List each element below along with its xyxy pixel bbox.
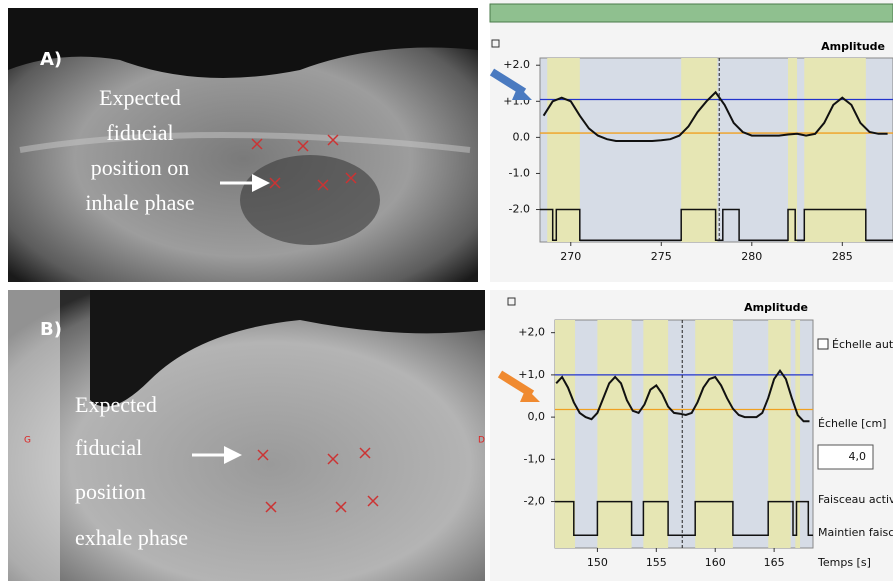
caption-line: Expected [99, 85, 181, 110]
y-tick-label: 0.0 [513, 130, 531, 143]
caption-line: Expected [75, 392, 157, 417]
caption-line: inhale phase [85, 190, 194, 215]
side-marker: G [24, 436, 31, 446]
y-tick-label: -2,0 [524, 495, 545, 508]
x-tick-label: 280 [741, 250, 762, 263]
panel-label: A) [40, 49, 62, 70]
caption-line: position [75, 479, 146, 504]
x-tick-label: 160 [705, 556, 726, 569]
chart-title: Amplitude [821, 40, 885, 53]
caption-line: fiducial [75, 435, 142, 460]
gating-band [555, 320, 575, 548]
x-tick-label: 275 [651, 250, 672, 263]
side-marker: D [478, 436, 485, 446]
trace-label: Faisceau activé [818, 493, 893, 506]
x-tick-label: 285 [832, 250, 853, 263]
y-tick-label: -1.0 [509, 166, 530, 179]
x-tick-label: 155 [646, 556, 667, 569]
caption-line: position on [91, 155, 189, 180]
x-tick-label: 270 [560, 250, 581, 263]
y-tick-label: +2,0 [518, 326, 545, 339]
xray-exhale: B) G D Expected fiducial position exhale… [8, 290, 485, 581]
gating-band [804, 58, 866, 242]
y-tick-label: -2.0 [509, 203, 530, 216]
chart-title: Amplitude [744, 301, 808, 314]
x-axis-label: Temps [s] [817, 556, 871, 569]
xray-inhale: A) Expected fiducial position on inhale … [8, 8, 478, 282]
trace-label: Maintien faisceau [818, 526, 893, 539]
x-tick-label: 165 [764, 556, 785, 569]
screenshot: A) Expected fiducial position on inhale … [0, 0, 893, 581]
gating-band [643, 320, 668, 548]
y-tick-label: -1,0 [524, 452, 545, 465]
gating-band [681, 58, 717, 242]
checkbox[interactable] [818, 339, 828, 349]
gating-band [597, 320, 631, 548]
checkbox-label: Échelle auto [832, 338, 893, 351]
y-tick-label: +1,0 [518, 368, 545, 381]
y-tick-label: 0,0 [528, 410, 546, 423]
y-tick-label: +2.0 [503, 58, 530, 71]
scale-value: 4,0 [849, 450, 867, 463]
x-tick-label: 150 [587, 556, 608, 569]
gating-band [768, 320, 790, 548]
timeline-strip [490, 4, 893, 22]
gating-band [695, 320, 733, 548]
field-label: Échelle [cm] [818, 417, 886, 430]
panel-label: B) [40, 319, 62, 340]
caption-line: fiducial [106, 120, 173, 145]
caption-line: exhale phase [75, 525, 188, 550]
